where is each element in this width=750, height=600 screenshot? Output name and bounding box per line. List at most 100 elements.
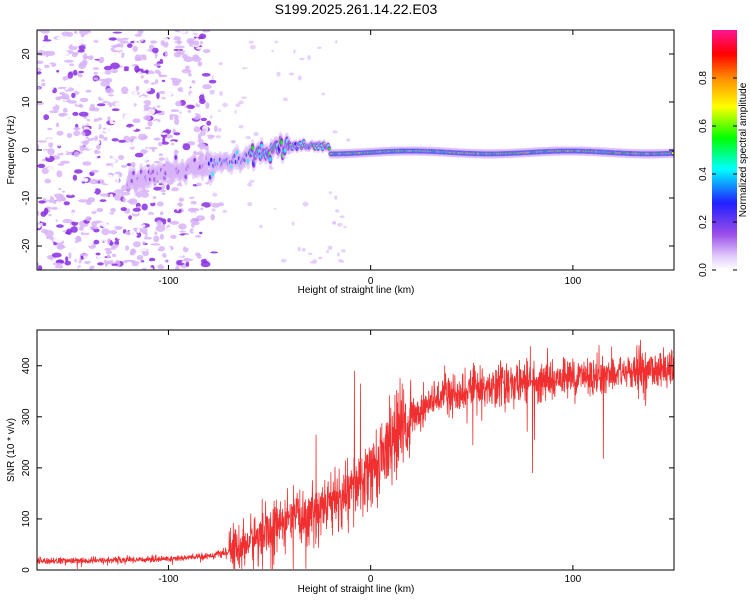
noise-speck: [66, 31, 74, 37]
noise-speck: [80, 119, 88, 126]
noise-speck: [121, 37, 129, 40]
noise-speck: [164, 89, 175, 96]
noise-speck: [200, 225, 208, 228]
noise-speck: [247, 182, 253, 187]
noise-speck: [89, 178, 99, 185]
noise-speck: [122, 117, 133, 125]
noise-speck: [118, 155, 125, 160]
noise-speck: [293, 49, 296, 54]
noise-speck: [47, 166, 54, 171]
noise-speck: [79, 253, 89, 257]
noise-speck: [71, 52, 78, 58]
noise-speck: [42, 120, 48, 128]
noise-speck: [199, 192, 205, 199]
y-tick-label: 200: [21, 459, 32, 476]
noise-speck: [191, 222, 195, 228]
noise-speck: [106, 254, 111, 259]
noise-speck: [137, 30, 144, 35]
noise-speck: [137, 42, 141, 48]
noise-speck: [169, 114, 176, 117]
noise-speck: [181, 68, 192, 74]
noise-speck: [138, 214, 147, 221]
noise-speck: [126, 261, 133, 268]
noise-speck: [92, 107, 100, 112]
noise-speck: [43, 132, 48, 140]
noise-speck: [78, 226, 84, 231]
noise-speck: [37, 153, 40, 160]
noise-speck: [195, 146, 201, 153]
noise-speck: [150, 100, 160, 106]
y-tick-label: 10: [21, 96, 32, 108]
noise-speck: [94, 220, 101, 224]
noise-speck: [88, 205, 98, 212]
noise-speck: [99, 145, 105, 152]
noise-speck: [58, 245, 66, 249]
noise-speck: [43, 192, 53, 195]
noise-speck: [37, 206, 40, 212]
noise-speck: [152, 47, 159, 54]
noise-speck: [104, 218, 110, 222]
colorbar: 0.0 0.2 0.4 0.6 0.8 Normalized spectral ampl…: [698, 30, 749, 277]
noise-speck: [67, 71, 74, 79]
noise-speck: [40, 96, 45, 102]
noise-speck: [82, 59, 88, 66]
noise-speck: [49, 77, 54, 80]
noise-speck: [328, 191, 333, 195]
noise-speck: [101, 212, 107, 217]
noise-speck: [99, 176, 107, 180]
noise-speck: [85, 241, 93, 246]
noise-speck: [301, 247, 306, 252]
noise-speck: [145, 69, 149, 74]
noise-speck: [171, 78, 182, 84]
noise-speck: [62, 190, 65, 193]
noise-speck: [66, 194, 75, 198]
noise-speck: [63, 265, 71, 269]
noise-speck: [155, 86, 162, 93]
noise-speck: [109, 145, 119, 149]
noise-speck: [159, 132, 168, 136]
noise-speck: [126, 163, 132, 167]
noise-speck: [191, 30, 200, 34]
noise-speck: [42, 39, 52, 42]
noise-speck: [117, 90, 121, 98]
noise-speck: [101, 228, 110, 236]
noise-speck: [189, 255, 197, 259]
noise-speck: [130, 111, 138, 118]
noise-speck: [150, 243, 161, 246]
noise-speck: [52, 206, 58, 210]
noise-speck: [73, 69, 78, 76]
colorbar-label: Normalized spectral amplitude: [738, 82, 749, 217]
noise-speck: [67, 100, 78, 104]
noise-speck: [142, 155, 150, 161]
noise-speck: [44, 35, 49, 41]
noise-speck: [132, 207, 141, 212]
noise-speck: [43, 186, 53, 191]
noise-speck: [72, 111, 79, 116]
noise-speck: [297, 246, 301, 252]
noise-speck: [99, 56, 105, 63]
noise-speck: [124, 77, 134, 80]
noise-speck: [70, 167, 75, 175]
noise-speck: [192, 40, 200, 46]
noise-speck: [101, 129, 110, 132]
noise-speck: [91, 51, 99, 57]
noise-speck: [123, 66, 130, 70]
noise-speck: [105, 163, 113, 166]
noise-speck: [110, 207, 116, 213]
noise-speck: [150, 32, 158, 39]
noise-speck: [42, 246, 50, 250]
noise-speck: [157, 264, 165, 270]
noise-speck: [104, 44, 112, 48]
noise-speck: [93, 188, 101, 195]
noise-speck: [334, 195, 338, 200]
noise-speck: [193, 262, 199, 270]
noise-speck: [195, 235, 202, 238]
noise-speck: [59, 177, 70, 182]
noise-speck: [56, 69, 60, 73]
noise-speck: [53, 226, 58, 231]
y-tick-label: 0: [21, 147, 32, 153]
noise-speck: [206, 120, 212, 126]
noise-speck: [197, 61, 203, 67]
noise-speck: [148, 257, 156, 262]
noise-speck: [82, 161, 92, 166]
